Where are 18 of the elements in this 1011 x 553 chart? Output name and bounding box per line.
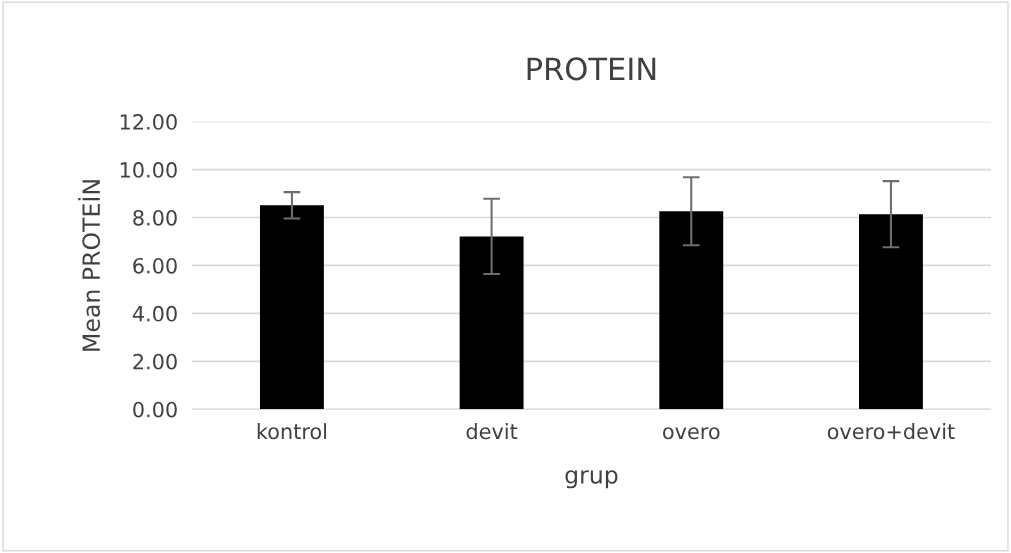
- x-tick-label: overo+devit: [827, 423, 955, 440]
- bar: [259, 205, 324, 410]
- x-tick-label: overo: [663, 427, 720, 440]
- bar: [459, 236, 524, 410]
- bar: [859, 214, 923, 410]
- x-axis-title: grup: [565, 470, 618, 489]
- y-tick-label: 8.00: [133, 209, 177, 226]
- chart-title: PROTEIN: [527, 57, 656, 81]
- x-tick-label: devit: [466, 423, 518, 440]
- y-tick-label: 2.00: [133, 353, 177, 370]
- bar: [659, 211, 724, 410]
- y-tick-label: 10.00: [120, 162, 177, 178]
- y-axis-title: Mean PROTEİN: [78, 180, 101, 351]
- y-tick-label: 12.00: [120, 114, 177, 130]
- y-tick-label: 0.00: [133, 401, 177, 418]
- y-tick-label: 6.00: [133, 257, 177, 274]
- x-tick-label: kontrol: [257, 423, 326, 440]
- y-tick-label: 4.00: [132, 305, 177, 322]
